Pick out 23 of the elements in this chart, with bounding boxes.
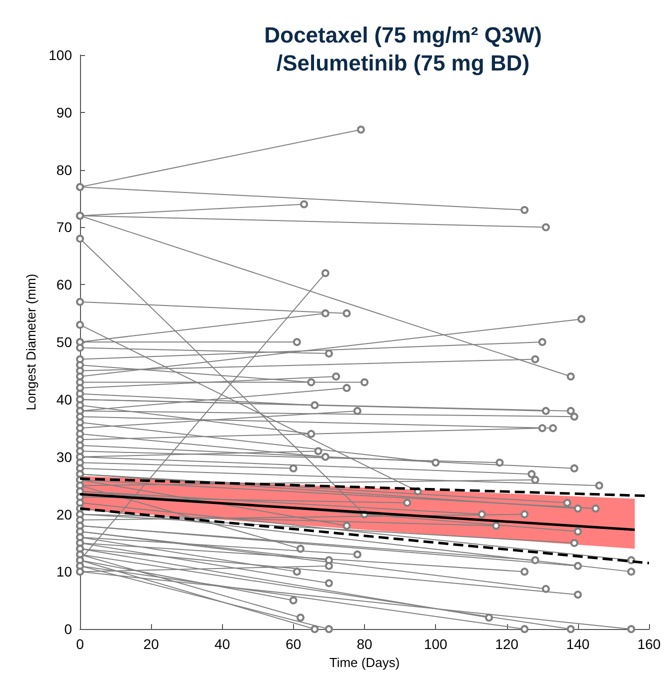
x-tick-label: 160 xyxy=(637,636,661,652)
x-tick-label: 0 xyxy=(76,636,84,652)
y-tick-label: 50 xyxy=(56,334,72,350)
x-axis-title: Time (Days) xyxy=(329,655,400,670)
y-tick-label: 30 xyxy=(56,448,72,465)
x-tick-label: 80 xyxy=(356,636,372,652)
x-tick-label: 20 xyxy=(143,636,160,652)
y-tick-label: 60 xyxy=(56,276,72,293)
x-tick-label: 100 xyxy=(424,636,448,652)
x-tick-label: 140 xyxy=(566,636,590,652)
chart-title: Docetaxel (75 mg/m² Q3W) /Selumetinib (75 mg BD) xyxy=(264,22,542,76)
y-tick-label: 0 xyxy=(64,621,72,638)
y-tick-label: 80 xyxy=(56,162,72,178)
y-tick-label: 10 xyxy=(56,564,72,580)
y-tick-label: 70 xyxy=(56,219,72,236)
y-tick-label: 90 xyxy=(56,104,72,120)
x-tick-label: 120 xyxy=(495,636,519,652)
x-tick-label: 40 xyxy=(214,636,230,652)
y-tick-label: 20 xyxy=(56,506,72,522)
y-axis-title: Longest Diameter (mm) xyxy=(24,274,39,410)
y-tick-label: 100 xyxy=(48,47,72,63)
y-tick-label: 40 xyxy=(56,391,72,408)
x-tick-label: 60 xyxy=(286,636,302,652)
